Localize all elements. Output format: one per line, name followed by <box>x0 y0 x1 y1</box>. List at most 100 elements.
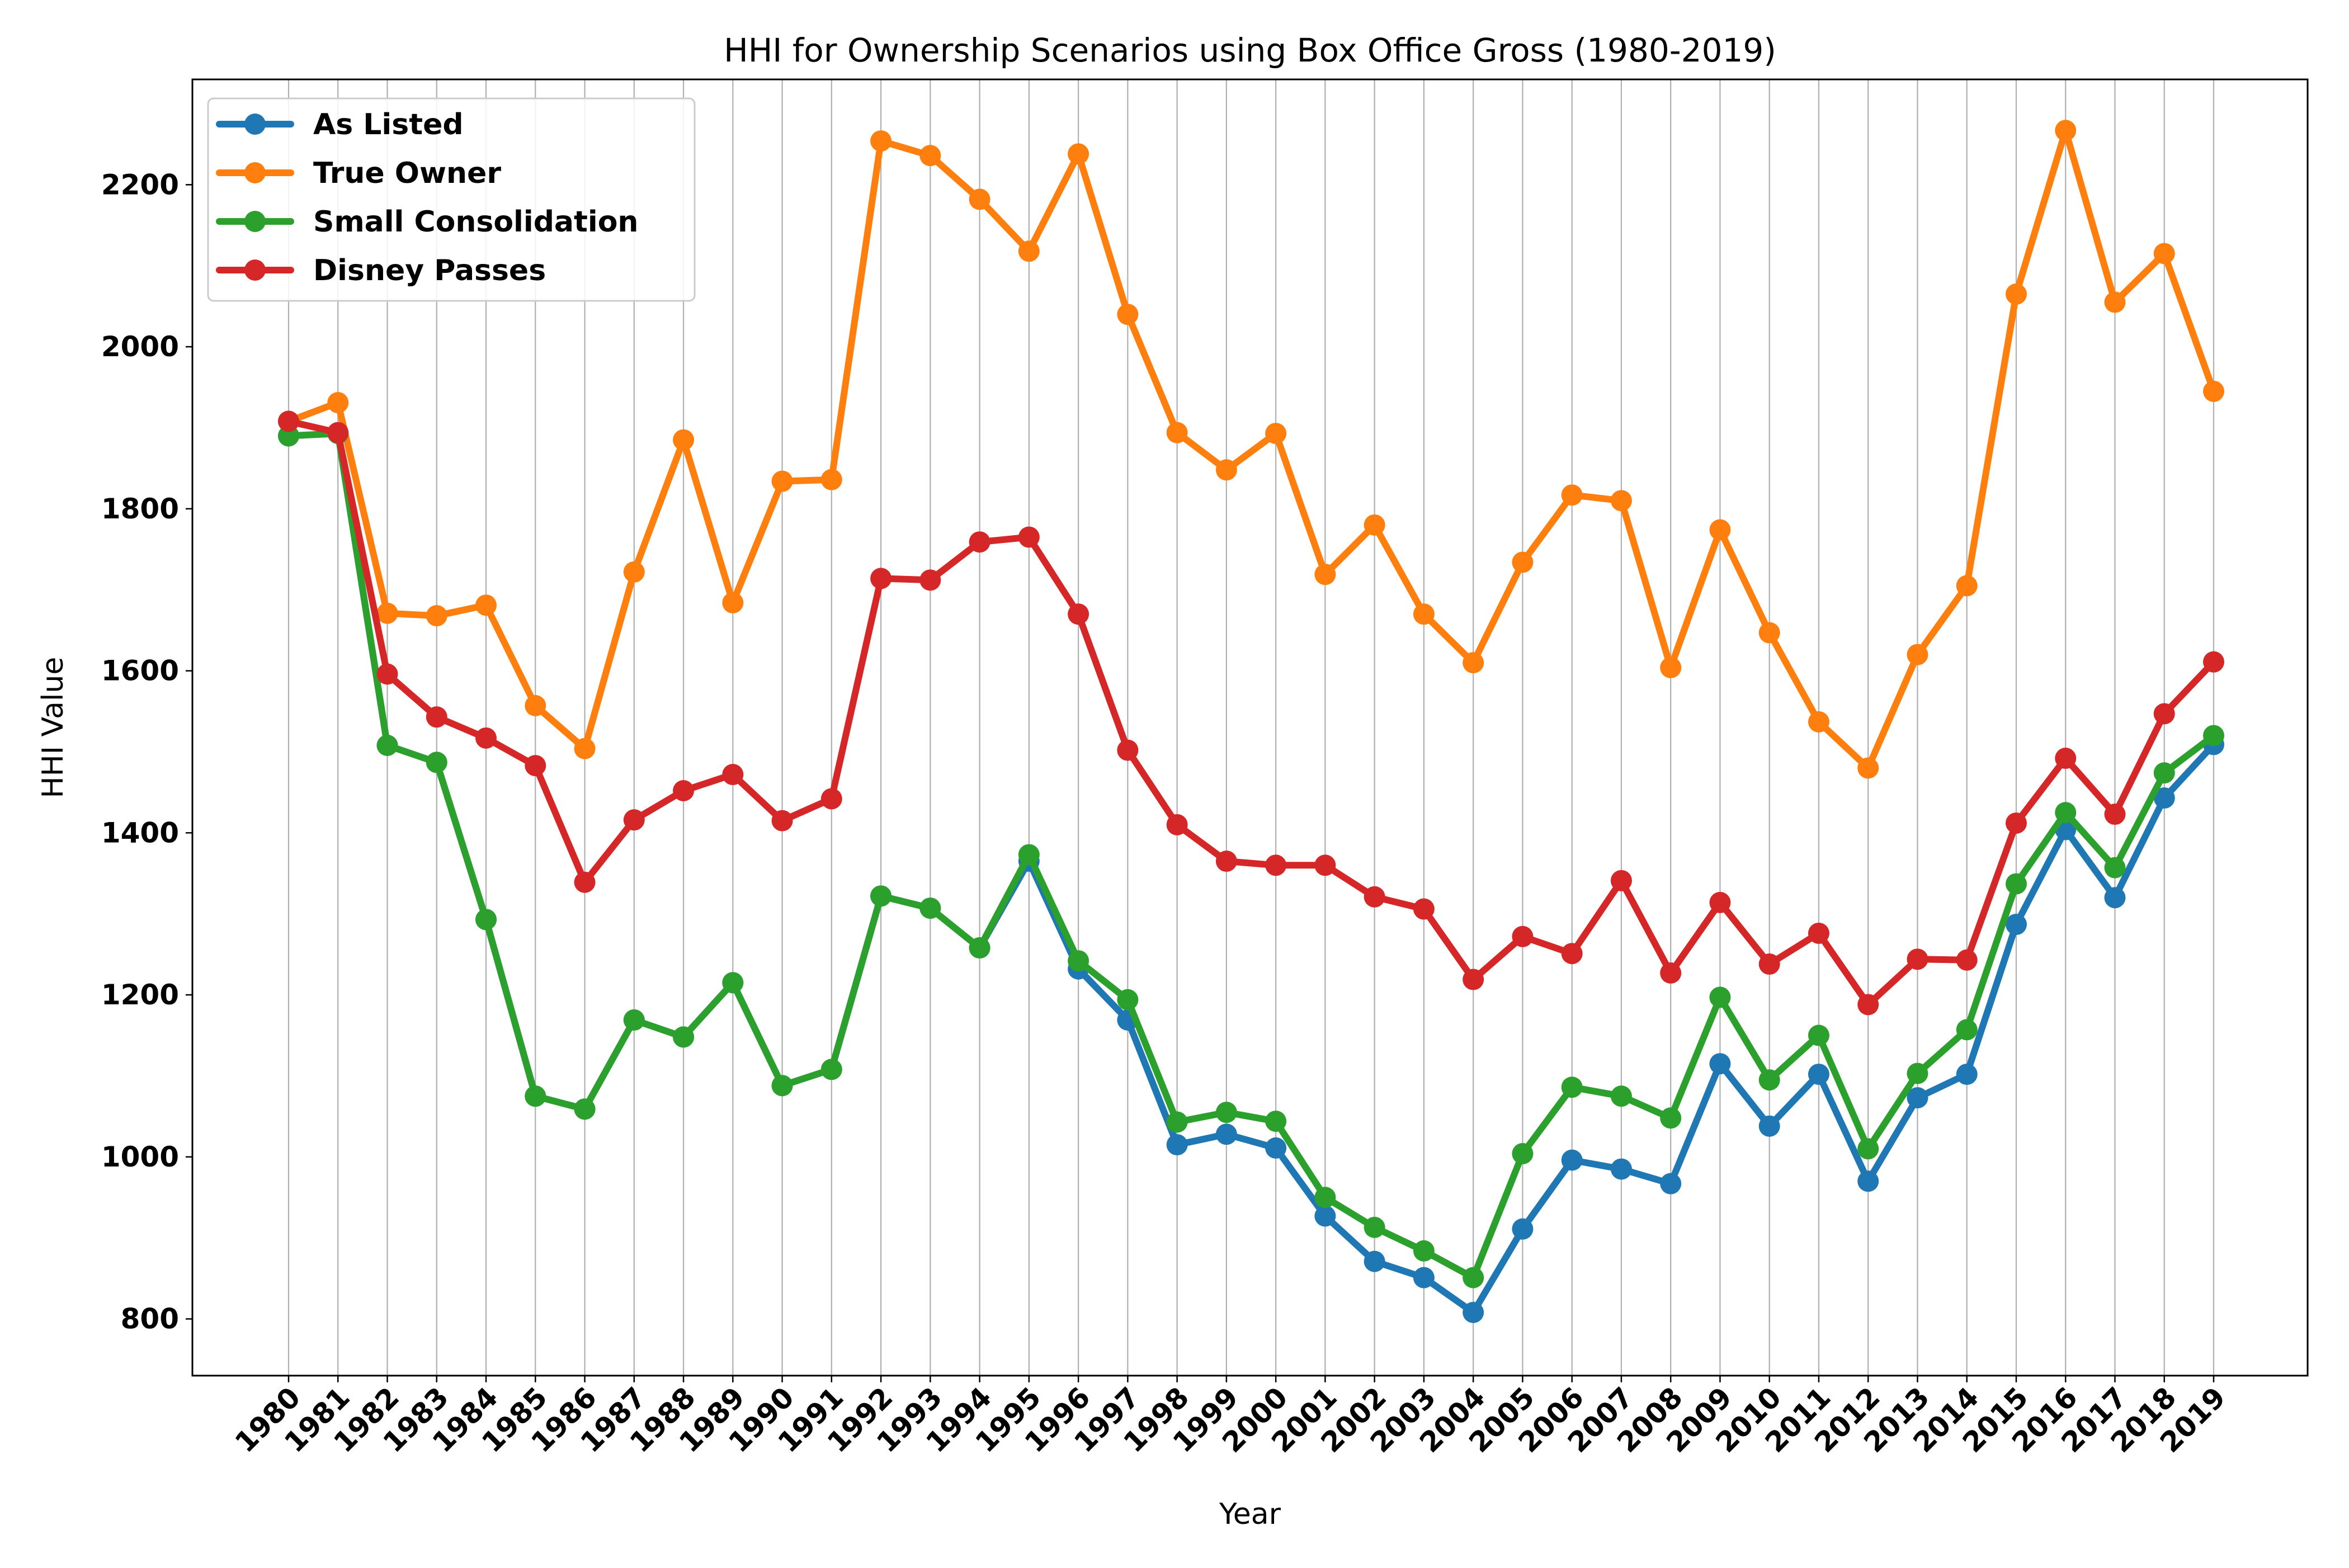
data-point <box>919 145 941 167</box>
data-point <box>919 898 941 919</box>
data-point <box>1758 622 1780 644</box>
data-point <box>1018 240 1040 262</box>
legend-item: As Listed <box>216 108 464 141</box>
series-disney-passes <box>278 410 2224 1016</box>
data-point <box>327 392 349 414</box>
data-point <box>1956 949 1978 971</box>
data-point <box>2005 873 2027 895</box>
data-point <box>623 561 645 583</box>
data-point <box>1463 652 1484 674</box>
data-point <box>1265 1137 1287 1159</box>
y-tick-label: 800 <box>121 1303 179 1335</box>
data-point <box>376 663 398 685</box>
data-point <box>525 755 546 777</box>
x-axis-label: Year <box>1219 1498 1281 1531</box>
data-point <box>1808 1024 1829 1046</box>
data-point <box>1413 1267 1435 1288</box>
data-point <box>1808 711 1829 733</box>
data-point <box>1512 925 1534 947</box>
legend-item: Disney Passes <box>216 254 546 287</box>
data-point <box>1956 1064 1978 1085</box>
data-point <box>820 469 842 490</box>
data-point <box>1660 962 1682 984</box>
data-point <box>1512 1143 1534 1165</box>
data-point <box>1907 1062 1928 1084</box>
data-point <box>969 937 990 959</box>
data-point <box>1857 1170 1879 1192</box>
data-point <box>2203 651 2224 673</box>
series-layer <box>278 120 2224 1323</box>
data-point <box>1314 564 1336 585</box>
data-point <box>2005 283 2027 305</box>
data-point <box>1068 143 1089 165</box>
data-point <box>820 788 842 810</box>
data-point <box>475 594 497 616</box>
y-tick-label: 1800 <box>101 493 179 525</box>
data-point <box>1166 1111 1188 1133</box>
data-point <box>278 410 299 432</box>
data-point <box>1018 844 1040 866</box>
data-point <box>1068 603 1089 625</box>
data-point <box>1610 490 1632 512</box>
data-point <box>1610 870 1632 891</box>
data-point <box>1166 422 1188 443</box>
legend-item: True Owner <box>216 157 501 190</box>
y-tick-label: 1400 <box>101 816 179 849</box>
series-line <box>285 430 2217 1281</box>
data-point <box>820 1059 842 1080</box>
data-point <box>1215 851 1237 872</box>
data-point <box>426 752 447 773</box>
data-point <box>2005 812 2027 834</box>
data-point <box>1215 1102 1237 1123</box>
data-point <box>1463 1301 1484 1323</box>
data-point <box>1660 1173 1682 1194</box>
data-point <box>1117 989 1139 1010</box>
data-point <box>2055 120 2077 141</box>
chart-title: HHI for Ownership Scenarios using Box Of… <box>724 31 1776 69</box>
data-point <box>1808 1064 1829 1085</box>
data-point <box>1709 1053 1731 1075</box>
legend-swatch-marker <box>244 211 266 232</box>
data-point <box>771 1075 793 1097</box>
data-point <box>1068 950 1089 972</box>
data-point <box>376 734 398 756</box>
series-line <box>285 127 2217 772</box>
data-point <box>2104 804 2126 825</box>
data-point <box>1561 1149 1583 1171</box>
data-point <box>2153 703 2175 725</box>
data-point <box>1265 1111 1287 1132</box>
data-point <box>574 871 596 893</box>
data-point <box>919 569 941 591</box>
data-point <box>2153 762 2175 784</box>
data-point <box>673 780 695 802</box>
data-point <box>327 422 349 443</box>
plot-frame <box>191 78 2309 1377</box>
legend-frame <box>207 97 696 302</box>
data-point <box>722 592 744 613</box>
data-point <box>426 706 447 728</box>
data-point <box>1364 886 1385 908</box>
data-point <box>870 130 892 152</box>
data-point <box>1314 1205 1336 1227</box>
data-point <box>1907 948 1928 970</box>
series-line <box>285 418 2217 1008</box>
data-point <box>376 602 398 624</box>
data-point <box>2153 787 2175 809</box>
data-point <box>525 1085 546 1107</box>
data-point <box>1413 898 1435 920</box>
y-tick-label: 1200 <box>101 979 179 1011</box>
y-axis-label: HHI Value <box>36 657 70 799</box>
data-point <box>1364 1250 1385 1272</box>
data-point <box>2104 291 2126 313</box>
data-point <box>1166 1134 1188 1156</box>
data-point <box>969 188 990 210</box>
data-point <box>623 809 645 831</box>
data-point <box>2104 887 2126 909</box>
data-point <box>2005 914 2027 936</box>
data-point <box>1857 994 1879 1016</box>
data-point <box>525 695 546 716</box>
data-point <box>1907 644 1928 665</box>
data-point <box>1166 814 1188 835</box>
data-point <box>722 972 744 994</box>
